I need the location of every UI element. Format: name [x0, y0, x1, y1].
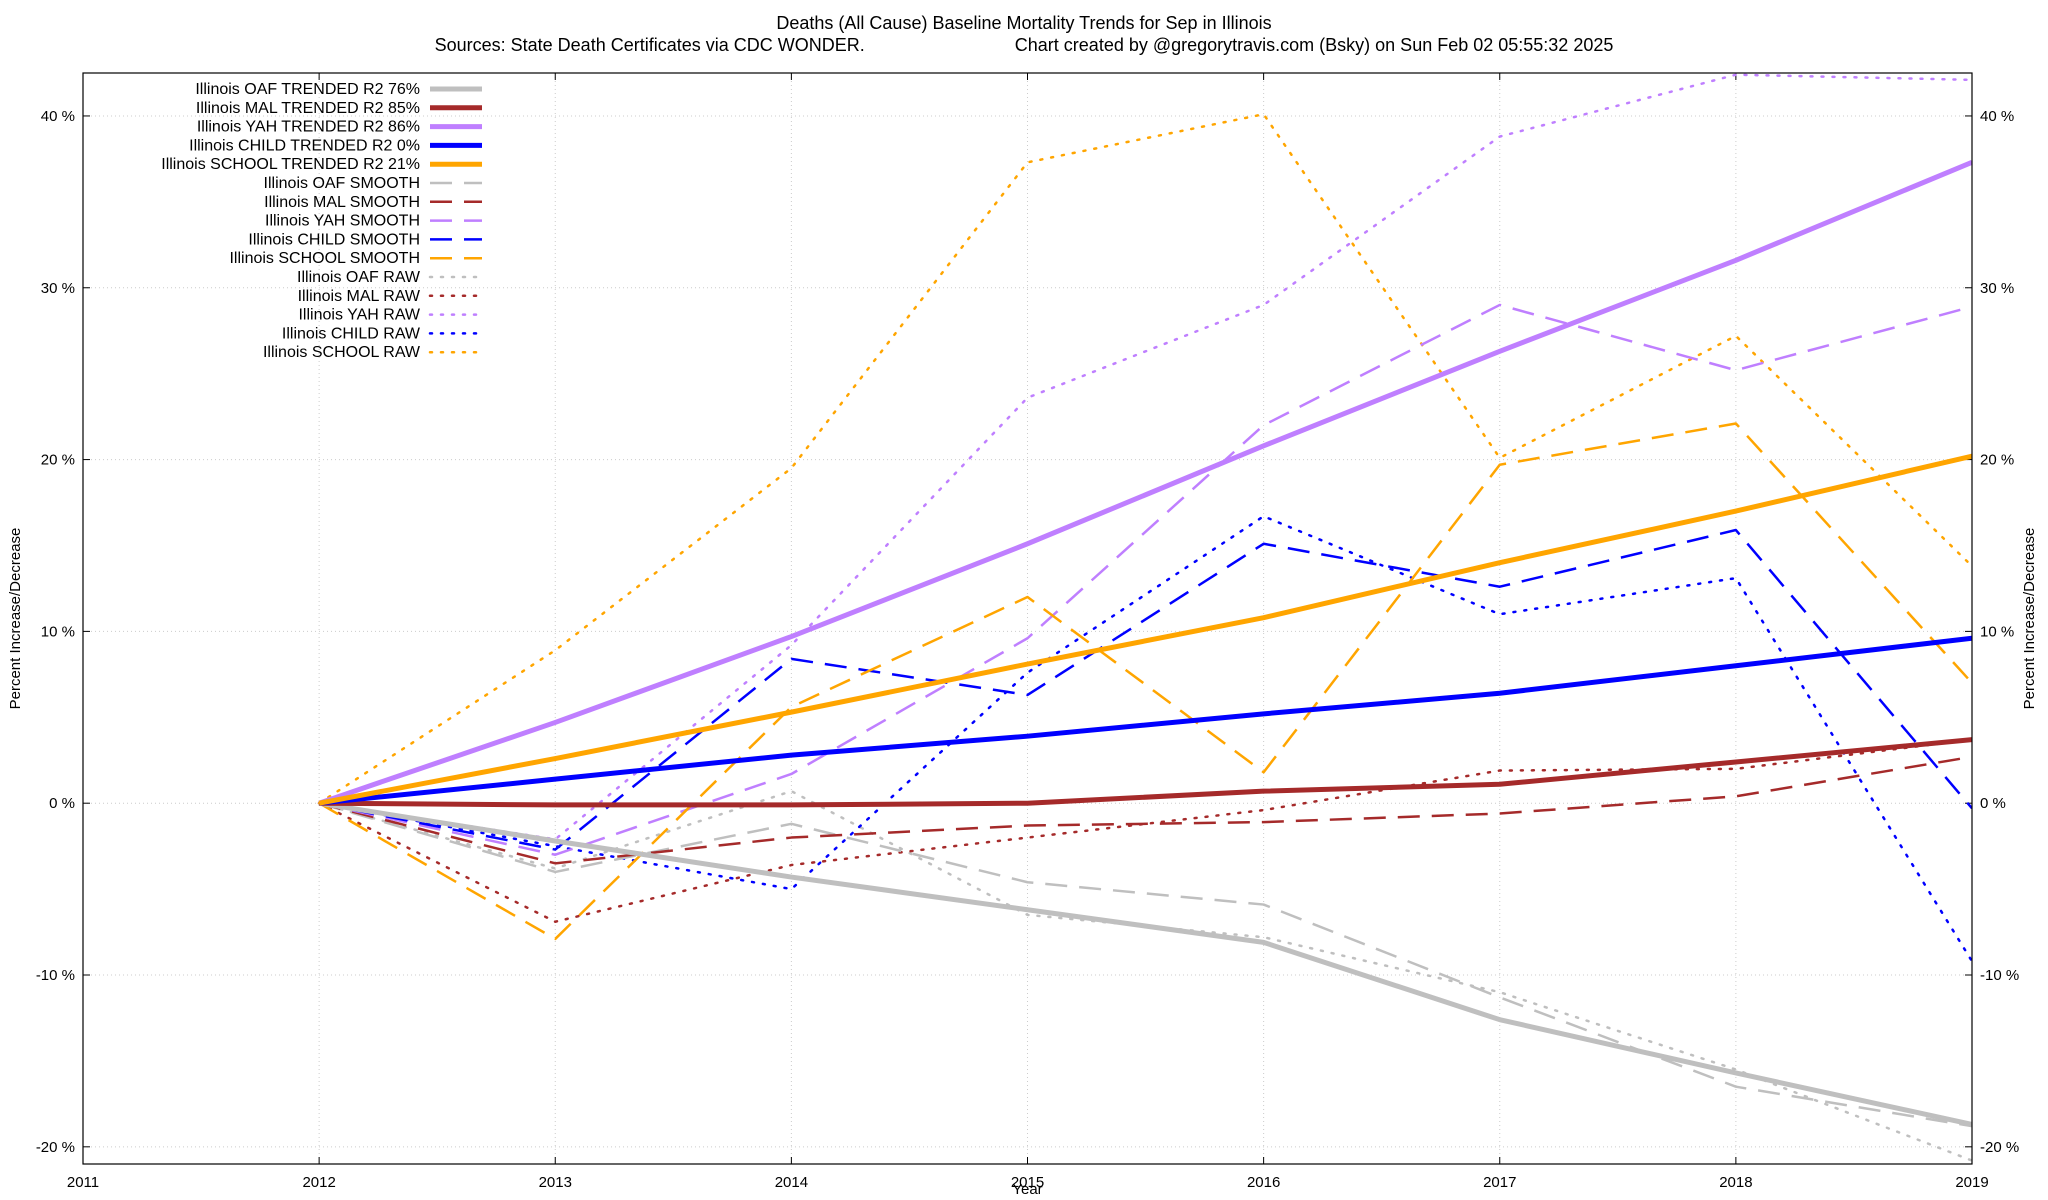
series-line-illinois-oaf-raw — [317, 789, 1972, 1162]
x-tick-label: 2017 — [1483, 1174, 1516, 1191]
legend-label-illinois-yah-raw: Illinois YAH RAW — [298, 307, 420, 324]
y-axis-label-left: Percent Increase/Decrease — [7, 528, 24, 710]
y-tick-label-left: -20 % — [36, 1139, 75, 1156]
x-tick-label: 2011 — [67, 1174, 99, 1191]
series-line-illinois-school-trended-r2-21 — [318, 453, 1972, 806]
series-line-illinois-child-trended-r2-0 — [318, 635, 1972, 806]
series-line-illinois-yah-raw — [317, 73, 1972, 841]
y-tick-label-left: 40 % — [41, 108, 75, 125]
series-line-illinois-school-raw — [317, 112, 1972, 805]
x-tick-label: 2014 — [775, 1174, 808, 1191]
series-line-illinois-child-raw — [317, 515, 1972, 963]
y-tick-label-left: -10 % — [36, 967, 75, 984]
y-tick-label-right: 10 % — [1980, 623, 2014, 640]
y-tick-label-left: 10 % — [41, 623, 75, 640]
series-line-illinois-mal-raw — [317, 738, 1972, 923]
chart-subtitle: Sources: State Death Certificates via CD… — [0, 34, 2048, 56]
y-tick-label-left: 20 % — [41, 452, 75, 469]
series-line-illinois-mal-smooth — [318, 755, 1972, 865]
y-tick-label-left: 30 % — [41, 280, 75, 297]
legend-label-illinois-mal-trended-r2-85: Illinois MAL TRENDED R2 85% — [196, 100, 420, 117]
series-line-illinois-oaf-trended-r2-76 — [318, 800, 1972, 1127]
legend-label-illinois-oaf-raw: Illinois OAF RAW — [297, 269, 421, 286]
series-line-illinois-school-smooth — [318, 422, 1972, 941]
legend-label-illinois-school-trended-r2-21: Illinois SCHOOL TRENDED R2 21% — [161, 156, 420, 173]
chart-title-block: Deaths (All Cause) Baseline Mortality Tr… — [0, 12, 2048, 56]
legend-label-illinois-mal-smooth: Illinois MAL SMOOTH — [264, 194, 420, 211]
y-tick-label-right: 30 % — [1980, 280, 2014, 297]
y-tick-label-right: -10 % — [1980, 967, 2019, 984]
y-tick-label-right: 40 % — [1980, 108, 2014, 125]
legend-label-illinois-yah-smooth: Illinois YAH SMOOTH — [265, 213, 420, 230]
legend-label-illinois-oaf-smooth: Illinois OAF SMOOTH — [264, 175, 420, 192]
x-tick-label: 2013 — [539, 1174, 572, 1191]
legend-label-illinois-child-trended-r2-0: Illinois CHILD TRENDED R2 0% — [189, 137, 420, 154]
y-tick-label-left: 0 % — [49, 795, 75, 812]
series-line-illinois-child-smooth — [318, 528, 1972, 851]
legend-label-illinois-child-smooth: Illinois CHILD SMOOTH — [248, 231, 420, 248]
legend-label-illinois-school-raw: Illinois SCHOOL RAW — [263, 344, 421, 361]
x-tick-label: 2015 — [1011, 1174, 1044, 1191]
x-axis-label: Year — [1012, 1181, 1042, 1198]
y-axis-label-right: Percent Increase/Decrease — [2021, 528, 2038, 710]
x-tick-label: 2012 — [302, 1174, 335, 1191]
series-line-illinois-yah-trended-r2-86 — [318, 160, 1972, 806]
series-line-illinois-yah-smooth — [318, 303, 1972, 856]
legend-label-illinois-yah-trended-r2-86: Illinois YAH TRENDED R2 86% — [197, 119, 420, 136]
x-tick-label: 2016 — [1247, 1174, 1280, 1191]
series-lines — [317, 73, 1972, 1162]
x-tick-label: 2019 — [1955, 1174, 1988, 1191]
x-tick-label: 2018 — [1719, 1174, 1752, 1191]
y-tick-label-right: -20 % — [1980, 1139, 2019, 1156]
series-line-illinois-mal-trended-r2-85 — [319, 737, 1972, 808]
chart-subtitle-source: Sources: State Death Certificates via CD… — [434, 35, 865, 55]
chart-subtitle-credit: Chart created by @gregorytravis.com (Bsk… — [1014, 35, 1614, 55]
plot-frame — [82, 72, 1973, 1165]
legend-label-illinois-mal-raw: Illinois MAL RAW — [298, 288, 421, 305]
y-tick-label-right: 0 % — [1980, 795, 2006, 812]
y-tick-label-right: 20 % — [1980, 452, 2014, 469]
legend-label-illinois-child-raw: Illinois CHILD RAW — [282, 325, 421, 342]
legend: Illinois OAF TRENDED R2 76% Illinois MAL … — [161, 81, 484, 361]
legend-label-illinois-school-smooth: Illinois SCHOOL SMOOTH — [229, 250, 420, 267]
series-line-illinois-oaf-smooth — [318, 801, 1972, 1128]
legend-label-illinois-oaf-trended-r2-76: Illinois OAF TRENDED R2 76% — [195, 81, 420, 98]
axis-ticks: 2011 2012 2013 2014 2015 2016 2017 2018 2019 -20 … — [36, 73, 2019, 1191]
chart-title: Deaths (All Cause) Baseline Mortality Tr… — [776, 13, 1272, 33]
